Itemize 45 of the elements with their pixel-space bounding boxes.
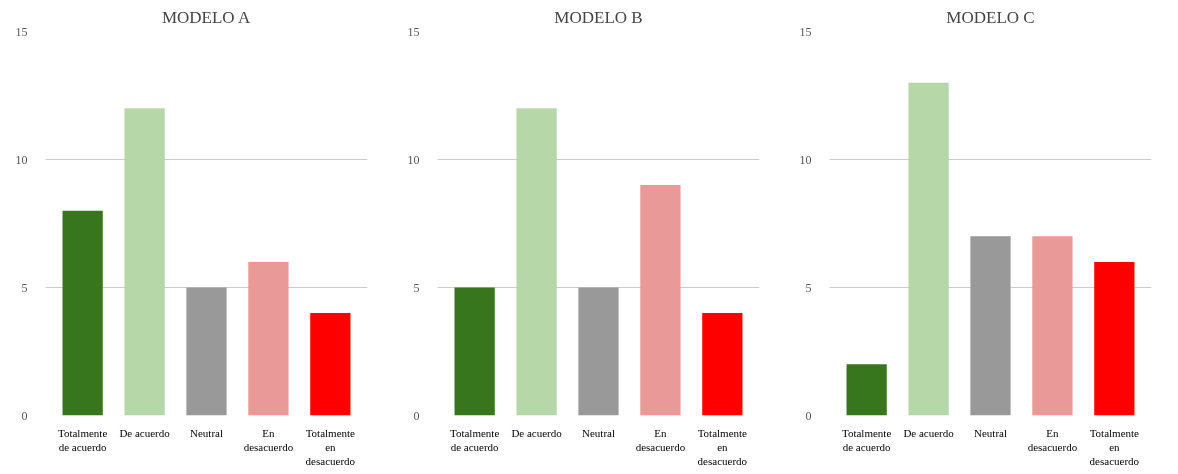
bar bbox=[702, 313, 743, 416]
bar bbox=[1094, 261, 1135, 416]
y-tick-label: 5 bbox=[805, 280, 812, 295]
y-tick-label: 10 bbox=[799, 152, 812, 167]
x-tick-label: Totalmente en desacuerdo bbox=[305, 426, 356, 468]
y-tick-label: 0 bbox=[805, 408, 812, 423]
x-tick-label: Totalmente de acuerdo bbox=[449, 426, 500, 453]
x-tick-label: De acuerdo bbox=[511, 426, 563, 439]
bar bbox=[310, 313, 351, 416]
x-tick-label: De acuerdo bbox=[119, 426, 171, 439]
bar bbox=[1032, 236, 1073, 416]
chart-title: MODELO A bbox=[161, 7, 251, 27]
y-tick-label: 10 bbox=[407, 152, 420, 167]
chart-title: MODELO B bbox=[554, 7, 643, 27]
x-tick-label: Totalmente en desacuerdo bbox=[697, 426, 748, 468]
y-tick-label: 15 bbox=[15, 24, 28, 39]
bar bbox=[186, 287, 227, 416]
x-tick-label: Totalmente en desacuerdo bbox=[1089, 426, 1140, 468]
x-tick-label: De acuerdo bbox=[903, 426, 955, 439]
y-tick-label: 15 bbox=[799, 24, 812, 39]
y-tick-label: 5 bbox=[413, 280, 420, 295]
x-tick-label: En desacuerdo bbox=[1027, 426, 1078, 453]
bar bbox=[578, 287, 619, 416]
bar bbox=[124, 108, 165, 416]
y-tick-label: 15 bbox=[407, 24, 420, 39]
bar bbox=[970, 236, 1011, 416]
x-tick-label: Neutral bbox=[974, 426, 1007, 439]
chart-title: MODELO C bbox=[946, 7, 1035, 27]
x-tick-label: Neutral bbox=[190, 426, 223, 439]
x-tick-label: En desacuerdo bbox=[243, 426, 294, 453]
y-tick-label: 5 bbox=[21, 280, 28, 295]
bar bbox=[248, 261, 289, 416]
bar bbox=[454, 287, 495, 416]
y-tick-label: 10 bbox=[15, 152, 28, 167]
bar bbox=[640, 185, 681, 416]
y-tick-label: 0 bbox=[21, 408, 28, 423]
x-tick-label: Totalmente de acuerdo bbox=[57, 426, 108, 453]
bar bbox=[846, 364, 887, 416]
x-tick-label: Totalmente de acuerdo bbox=[841, 426, 892, 453]
x-tick-label: En desacuerdo bbox=[635, 426, 686, 453]
bar bbox=[908, 82, 949, 416]
x-tick-label: Neutral bbox=[582, 426, 615, 439]
y-tick-label: 0 bbox=[413, 408, 420, 423]
bar bbox=[516, 108, 557, 416]
bar bbox=[62, 210, 103, 416]
